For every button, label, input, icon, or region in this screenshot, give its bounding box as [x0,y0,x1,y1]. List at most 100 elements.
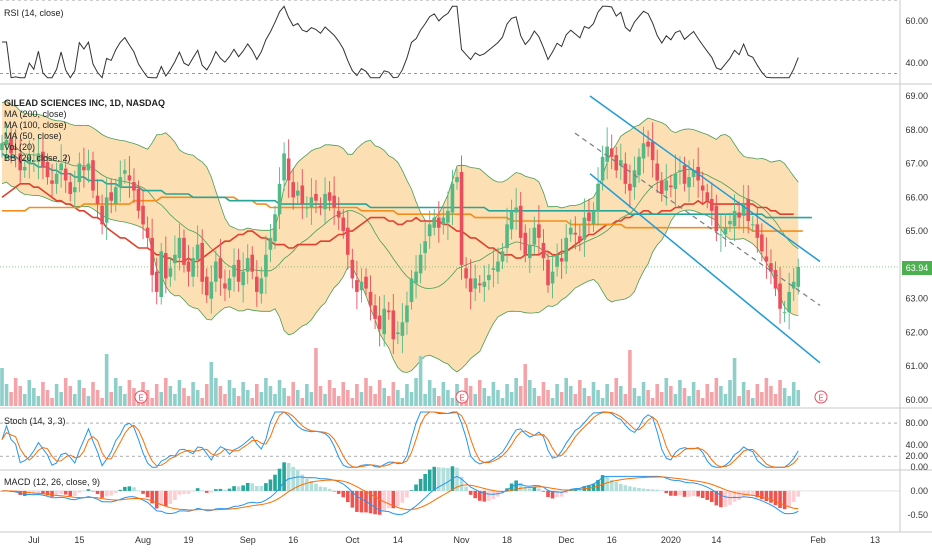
candle-body [336,210,341,218]
candle-body [705,192,710,201]
stoch-legend: Stoch (14, 3, 3) [4,416,66,427]
channel-lower-line [589,173,821,364]
macd-histogram-bar [95,490,100,494]
macd-histogram-bar [54,490,59,497]
macd-histogram-bar [182,490,186,494]
macd-histogram-bar [691,490,696,496]
candle-body [291,182,295,198]
macd-histogram-bar [245,483,250,491]
candle-body [9,138,13,154]
macd-histogram-bar [291,466,295,491]
x-tick-label: 14 [393,535,403,545]
volume-bar [59,392,63,406]
macd-histogram-bar [327,488,332,491]
macd-histogram-bar [596,480,600,491]
volume-bar [446,390,450,406]
price-tick-label: 62.00 [905,327,928,337]
candle-body [500,251,505,262]
candle-body [710,199,714,211]
candle-body [191,258,195,277]
macd-histogram-bar [710,490,714,503]
candle-body [796,266,801,287]
volume-bar [418,356,423,406]
macd-histogram-bar [59,490,63,495]
volume-bar [473,394,477,406]
volume-bar [773,394,778,406]
candle-body [373,305,377,319]
volume-bar [36,396,41,406]
volume-bar [259,392,264,406]
candle-body [0,143,4,151]
candle-body [773,269,778,289]
volume-bar [295,390,300,406]
candle-body [427,224,432,237]
candle-body [687,177,691,188]
volume-bar [719,386,723,406]
macd-histogram-bar [350,490,355,508]
candle-body [609,148,614,157]
candle-body [50,180,54,184]
candle-body [514,207,518,213]
candle-body [150,237,154,276]
volume-bar [732,358,737,406]
volume-bar [678,380,682,406]
volume-bar [145,390,150,406]
volume-bar [596,390,600,406]
volume-bar [350,398,355,406]
candle-body [623,163,628,184]
volume-bar [123,394,127,406]
macd-histogram-bar [86,489,91,491]
stoch-tick-label: 80.00 [905,418,928,428]
volume-bar [741,382,746,406]
candle-body [195,244,200,260]
volume-bar [523,364,528,406]
volume-bar [82,388,86,406]
volume-bar [191,382,195,406]
candle-body [450,183,455,213]
macd-histogram-bar [641,488,646,491]
macd-histogram-bar [377,490,382,515]
volume-bar [514,378,518,406]
macd-histogram-bar [427,469,432,491]
candle-body [68,182,73,194]
macd-histogram-bar [200,490,204,491]
macd-histogram-bar [154,490,159,509]
volume-bar [614,378,619,406]
candle-body [791,281,796,289]
candle-body [145,227,150,238]
macd-histogram-bar [518,482,523,491]
volume-bar [132,388,136,406]
macd-histogram-bar [541,490,546,492]
volume-bar [600,398,605,406]
volume-bar [682,388,687,406]
macd-histogram-bar [36,490,41,494]
candle-body [464,268,468,279]
volume-bar [555,384,559,406]
volume-bar [327,380,332,406]
candle-body [641,143,646,159]
candle-body [591,210,596,225]
candle-body [32,160,36,162]
volume-bar [646,390,650,406]
candle-body [154,271,159,292]
volume-bar [714,378,719,406]
candle-body [13,148,18,151]
macd-histogram-bar [514,480,518,491]
volume-bar [541,382,546,406]
volume-bar [373,394,377,406]
macd-histogram-bar [123,486,127,491]
candle-body [27,156,32,164]
candle-body [255,276,259,292]
candle-body [446,210,450,223]
candle-body [573,232,578,235]
macd-histogram-bar [132,487,136,491]
candle-body [614,155,619,171]
candle-body [236,259,241,282]
stoch-k-line [1,411,799,468]
rsi-line [2,5,799,79]
volume-bar [159,392,164,406]
volume-bar [414,378,418,406]
main-legend: GILEAD SCIENCES INC, 1D, NASDAQ MA (200,… [4,98,165,164]
